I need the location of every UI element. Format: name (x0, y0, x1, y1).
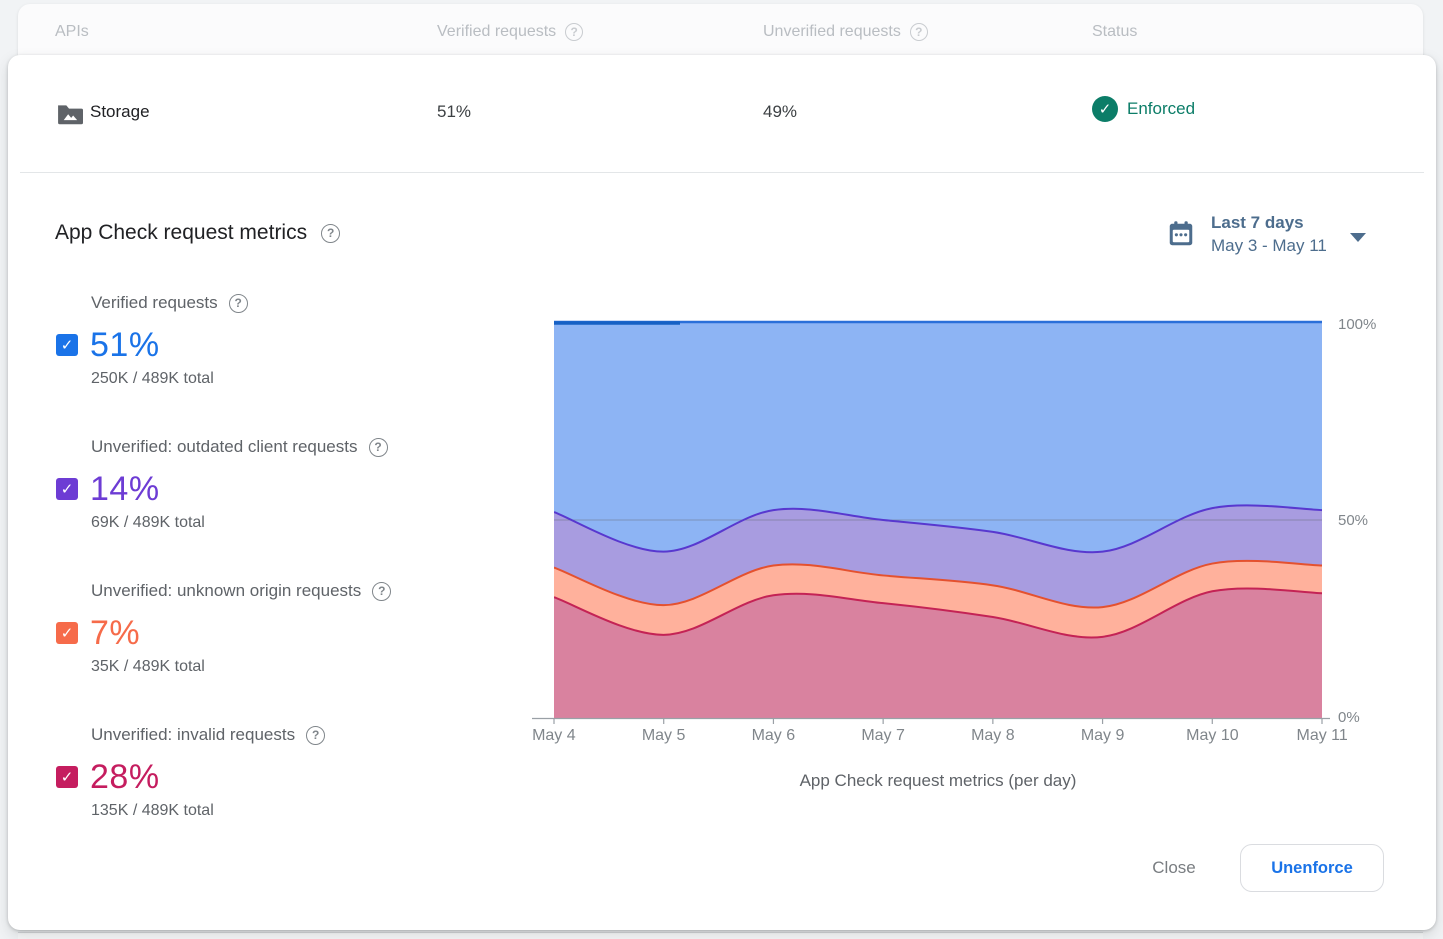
legend-percent: 28% (90, 757, 160, 796)
invalid-checkbox[interactable]: ✓ (56, 766, 78, 788)
api-name: Storage (90, 102, 150, 121)
x-tick-label: May 8 (971, 727, 1015, 744)
help-icon: ? (909, 23, 928, 41)
x-tick-label: May 6 (751, 727, 796, 744)
app-check-dialog: Storage 51% 49% ✓ Enforced App Check req… (8, 55, 1436, 930)
x-tick-label: May 11 (1296, 727, 1348, 744)
status-label: Enforced (1127, 99, 1196, 118)
help-icon[interactable]: ? (228, 293, 248, 313)
help-icon[interactable]: ? (372, 581, 392, 601)
table-row: Storage 51% 49% ✓ Enforced (8, 91, 1436, 135)
enforced-check-icon: ✓ (1092, 96, 1118, 122)
table-bottom-edge (18, 932, 1423, 939)
help-icon[interactable]: ? (306, 725, 326, 745)
y-tick-label: 0% (1338, 709, 1360, 726)
status-badge: ✓ Enforced (1092, 96, 1195, 122)
column-header-verified: Verified requests ? (437, 23, 584, 41)
legend-percent: 14% (90, 469, 160, 508)
x-tick-label: May 9 (1080, 727, 1125, 744)
date-range-dates: May 3 - May 11 (1211, 236, 1327, 255)
chevron-down-icon (1349, 233, 1366, 242)
column-header-apis: APIs (55, 23, 89, 41)
legend-label: Unverified: unknown origin requests (91, 581, 362, 600)
unenforce-button[interactable]: Unenforce (1240, 844, 1384, 892)
legend-label: Unverified: invalid requests (91, 725, 296, 744)
unverified-requests-value: 49% (763, 102, 798, 121)
unknown-origin-checkbox[interactable]: ✓ (56, 622, 78, 644)
help-icon: ? (565, 23, 584, 41)
stacked-area-chart[interactable] (532, 320, 1332, 726)
legend-total: 69K / 489K total (91, 514, 205, 531)
legend-total: 135K / 489K total (91, 802, 214, 819)
unverified-header-label: Unverified requests (763, 23, 901, 40)
legend-percent: 51% (90, 325, 160, 364)
column-header-status: Status (1092, 23, 1137, 41)
legend-item-verified: Verified requests ? ✓ 51% 250K / 489K to… (56, 293, 496, 388)
outdated-checkbox[interactable]: ✓ (56, 478, 78, 500)
storage-folder-icon (57, 103, 83, 130)
legend-item-unknown-origin: Unverified: unknown origin requests ? ✓ … (56, 581, 496, 676)
page-title: App Check request metrics (55, 221, 308, 244)
x-axis-labels: May 4 May 5 May 6 May 7 May 8 May 9 May … (499, 727, 1377, 745)
legend-label: Verified requests (91, 293, 218, 312)
x-tick-label: May 10 (1186, 727, 1239, 744)
apis-header-label: APIs (55, 23, 89, 40)
legend-total: 250K / 489K total (91, 370, 214, 387)
legend-label: Unverified: outdated client requests (91, 437, 358, 456)
section-header: App Check request metrics ? (55, 221, 341, 245)
column-header-unverified: Unverified requests ? (763, 23, 928, 41)
legend-percent: 7% (90, 613, 141, 652)
x-tick-label: May 5 (641, 727, 686, 744)
y-tick-label: 50% (1338, 512, 1369, 529)
chart-caption: App Check request metrics (per day) (799, 771, 1077, 790)
date-range-text: Last 7 days May 3 - May 11 (1211, 213, 1327, 256)
verified-checkbox[interactable]: ✓ (56, 334, 78, 356)
calendar-icon (1166, 219, 1196, 256)
help-icon[interactable]: ? (368, 437, 388, 457)
verified-requests-value: 51% (437, 102, 472, 121)
help-icon[interactable]: ? (321, 223, 341, 243)
x-tick-label: May 4 (532, 727, 576, 744)
status-header-label: Status (1092, 23, 1138, 40)
date-range-picker[interactable]: Last 7 days May 3 - May 11 (1166, 213, 1366, 256)
verified-header-label: Verified requests (437, 23, 557, 40)
date-range-label: Last 7 days (1211, 213, 1304, 232)
close-button[interactable]: Close (1126, 845, 1222, 891)
legend-item-outdated: Unverified: outdated client requests ? ✓… (56, 437, 496, 532)
x-tick-label: May 7 (861, 727, 905, 744)
legend-total: 35K / 489K total (91, 658, 205, 675)
y-tick-label: 100% (1338, 316, 1377, 333)
legend-item-invalid: Unverified: invalid requests ? ✓ 28% 135… (56, 725, 496, 820)
divider (20, 172, 1424, 173)
